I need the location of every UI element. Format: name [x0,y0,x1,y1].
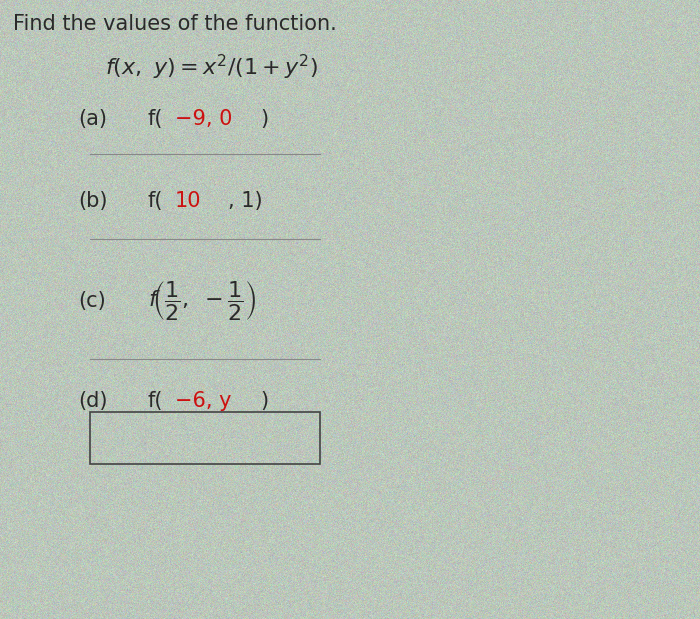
Text: (a): (a) [78,109,107,129]
Text: −9, 0: −9, 0 [175,109,232,129]
Text: f(: f( [148,109,164,129]
Text: −6, y: −6, y [175,391,232,411]
Text: ): ) [260,109,268,129]
Text: Find the values of the function.: Find the values of the function. [13,14,337,34]
Text: $f(x,\ y) = x^2/(1 + y^2)$: $f(x,\ y) = x^2/(1 + y^2)$ [105,53,318,82]
Text: ): ) [260,391,268,411]
Text: f(: f( [148,191,164,211]
Text: (d): (d) [78,391,108,411]
Text: (c): (c) [78,291,106,311]
Text: 10: 10 [175,191,202,211]
Bar [90,412,320,464]
Text: (b): (b) [78,191,108,211]
Text: , 1): , 1) [228,191,262,211]
Text: f(: f( [148,391,164,411]
Text: $f\!\left(\dfrac{1}{2},\ -\dfrac{1}{2}\right)$: $f\!\left(\dfrac{1}{2},\ -\dfrac{1}{2}\r… [148,280,256,322]
